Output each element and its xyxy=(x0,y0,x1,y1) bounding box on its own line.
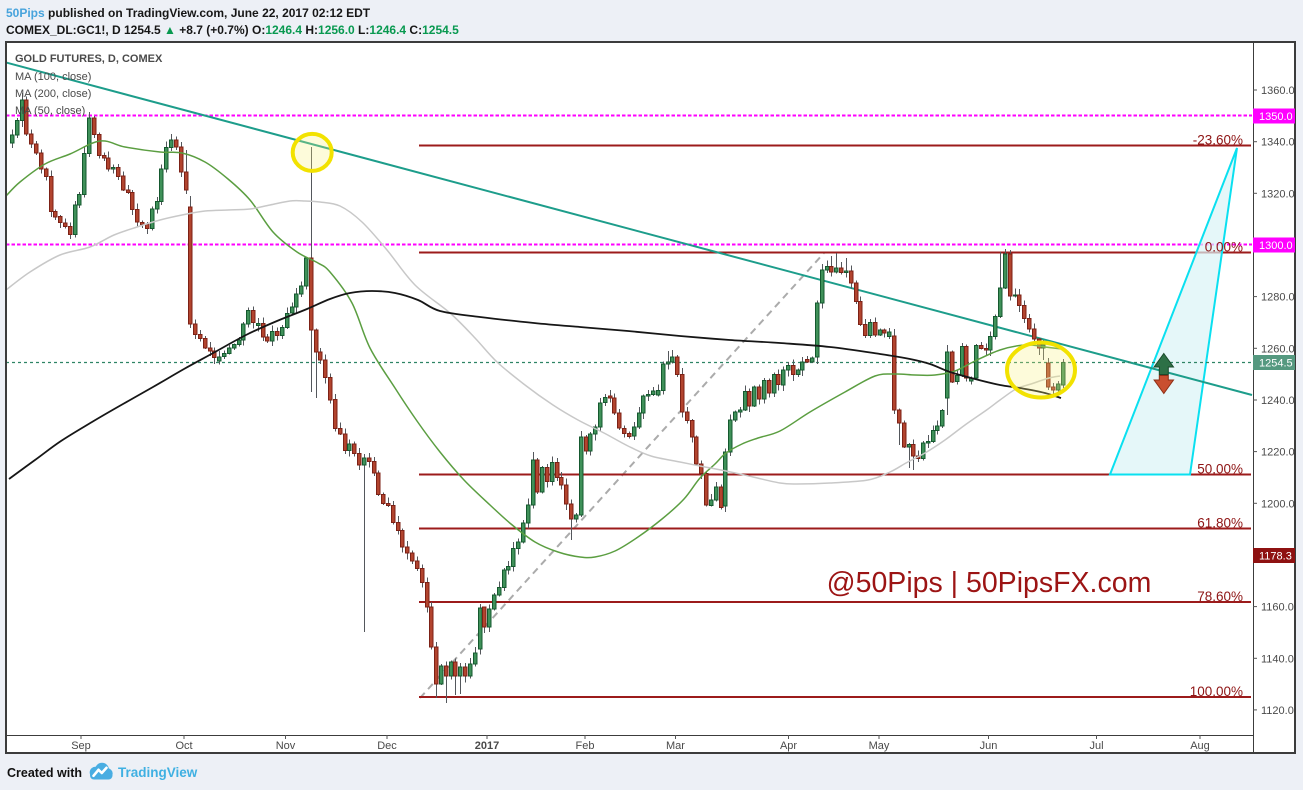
svg-text:MA (50, close): MA (50, close) xyxy=(15,105,85,117)
svg-text:1178.3: 1178.3 xyxy=(1259,551,1292,563)
svg-text:TradingView: TradingView xyxy=(118,765,198,780)
svg-text:1320.0: 1320.0 xyxy=(1261,188,1295,200)
svg-text:Apr: Apr xyxy=(780,740,797,752)
svg-text:Jul: Jul xyxy=(1089,740,1103,752)
svg-text:Jun: Jun xyxy=(980,740,998,752)
svg-text:1120.0: 1120.0 xyxy=(1261,705,1294,717)
svg-text:1360.0: 1360.0 xyxy=(1261,85,1295,97)
svg-text:100.00%: 100.00% xyxy=(1190,684,1243,699)
svg-text:61.80%: 61.80% xyxy=(1197,516,1243,531)
svg-text:-23.60%: -23.60% xyxy=(1193,133,1243,148)
svg-text:1300.0: 1300.0 xyxy=(1259,240,1293,252)
svg-text:@50Pips | 50PipsFX.com: @50Pips | 50PipsFX.com xyxy=(827,567,1152,599)
svg-text:1340.0: 1340.0 xyxy=(1261,137,1295,149)
svg-text:MA (100, close): MA (100, close) xyxy=(15,71,91,83)
svg-text:Dec: Dec xyxy=(377,740,397,752)
svg-text:1160.0: 1160.0 xyxy=(1261,602,1294,614)
svg-text:Oct: Oct xyxy=(175,740,192,752)
svg-text:MA (200, close): MA (200, close) xyxy=(15,88,91,100)
svg-text:1254.5: 1254.5 xyxy=(1259,358,1293,370)
svg-text:2017: 2017 xyxy=(475,740,499,752)
svg-text:1140.0: 1140.0 xyxy=(1261,653,1294,665)
svg-text:1350.0: 1350.0 xyxy=(1259,111,1293,123)
svg-text:May: May xyxy=(869,740,890,752)
svg-text:1200.0: 1200.0 xyxy=(1261,498,1295,510)
svg-text:1280.0: 1280.0 xyxy=(1261,292,1295,304)
svg-text:1220.0: 1220.0 xyxy=(1261,447,1295,459)
svg-text:1240.0: 1240.0 xyxy=(1261,395,1295,407)
svg-text:50.00%: 50.00% xyxy=(1197,462,1243,477)
svg-text:0.00%: 0.00% xyxy=(1205,240,1243,255)
svg-text:Nov: Nov xyxy=(276,740,296,752)
svg-text:GOLD FUTURES, D, COMEX: GOLD FUTURES, D, COMEX xyxy=(15,53,163,65)
svg-text:Mar: Mar xyxy=(666,740,685,752)
svg-text:78.60%: 78.60% xyxy=(1197,589,1243,604)
svg-text:Aug: Aug xyxy=(1190,740,1210,752)
svg-text:Feb: Feb xyxy=(576,740,595,752)
svg-text:Sep: Sep xyxy=(71,740,91,752)
svg-text:1260.0: 1260.0 xyxy=(1261,343,1295,355)
svg-text:Created with: Created with xyxy=(7,766,82,780)
svg-text:50Pips published on TradingVie: 50Pips published on TradingView.com, Jun… xyxy=(6,6,371,20)
svg-text:COMEX_DL:GC1!, D 1254.5 ▲ +8.: COMEX_DL:GC1!, D 1254.5 ▲ +8.7 (+0.7%) O… xyxy=(6,23,459,37)
